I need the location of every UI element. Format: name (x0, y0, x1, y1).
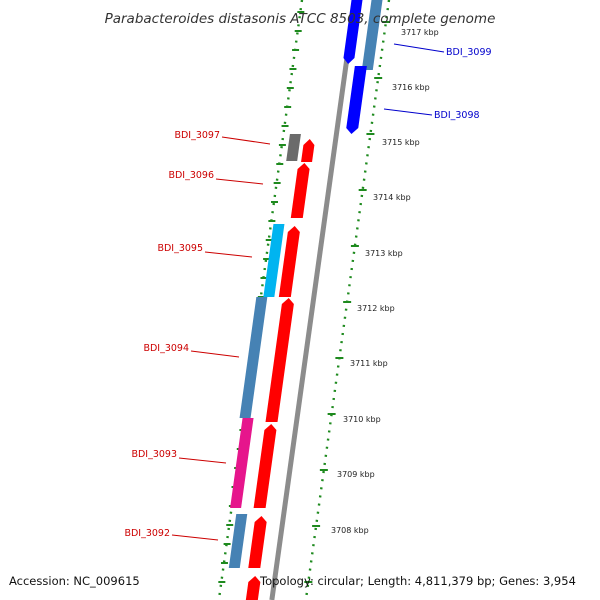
gene-label: BDI_3098 (434, 110, 480, 121)
gene-arrow (265, 298, 294, 422)
label-leader-line (171, 534, 219, 541)
gene-feature-box (230, 418, 254, 508)
gene-feature-box (228, 514, 248, 568)
scale-label: 3716 kbp (392, 83, 430, 92)
gene-labels: BDI_3099 BDI_3098 BDI_3097 BDI_3096 BDI_3095… (124, 43, 492, 541)
gene-label: BDI_3096 (168, 170, 214, 181)
scale-label: 3708 kbp (331, 526, 369, 535)
scale-labels: 3717 kbp 3716 kbp 3715 kbp 3714 kbp 3713 kbp… (331, 28, 439, 535)
gene-label: BDI_3094 (143, 343, 189, 354)
feature-track (228, 0, 383, 568)
scale-label: 3713 kbp (365, 249, 403, 258)
gene-feature-box (361, 0, 383, 70)
gene-arrow (290, 163, 310, 218)
scale-label: 3717 kbp (401, 28, 439, 37)
label-leader-line (383, 108, 433, 116)
gene-arrow (343, 0, 363, 64)
gene-feature-box (239, 297, 268, 418)
outer-tick-dots (304, 0, 391, 600)
label-leader-line (221, 136, 271, 145)
label-leader-line (204, 251, 253, 258)
map-title: Parabacteroides distasonis ATCC 8503, co… (105, 11, 496, 27)
label-leader-line (190, 350, 240, 358)
gene-feature-box (286, 134, 301, 161)
label-leader-line (215, 178, 264, 185)
gene-arrow (301, 139, 315, 162)
gene-label: BDI_3095 (157, 243, 203, 254)
gene-arrow (346, 66, 367, 134)
scale-label: 3712 kbp (357, 304, 395, 313)
gene-arrow (253, 424, 277, 508)
gene-label: BDI_3099 (446, 47, 492, 58)
genome-backbone (269, 0, 358, 600)
gene-label: BDI_3093 (131, 449, 177, 460)
label-leader-line (178, 457, 227, 464)
gene-feature-box (263, 224, 285, 297)
gene-track (245, 0, 367, 600)
topology-text: Topology: circular; Length: 4,811,379 bp… (260, 574, 576, 588)
gene-label: BDI_3092 (124, 528, 170, 539)
gene-arrow (278, 226, 300, 297)
gene-arrow (245, 576, 261, 600)
scale-label: 3710 kbp (343, 415, 381, 424)
scale-label: 3711 kbp (350, 359, 388, 368)
scale-label: 3715 kbp (382, 138, 420, 147)
backbone-line (269, 0, 358, 600)
scale-label: 3714 kbp (373, 193, 411, 202)
label-leader-line (393, 43, 445, 53)
accession-text: Accession: NC_009615 (9, 574, 140, 588)
scale-label: 3709 kbp (337, 470, 375, 479)
gene-label: BDI_3097 (174, 130, 220, 141)
gene-arrow (248, 516, 267, 568)
tick-marks (218, 11, 390, 583)
